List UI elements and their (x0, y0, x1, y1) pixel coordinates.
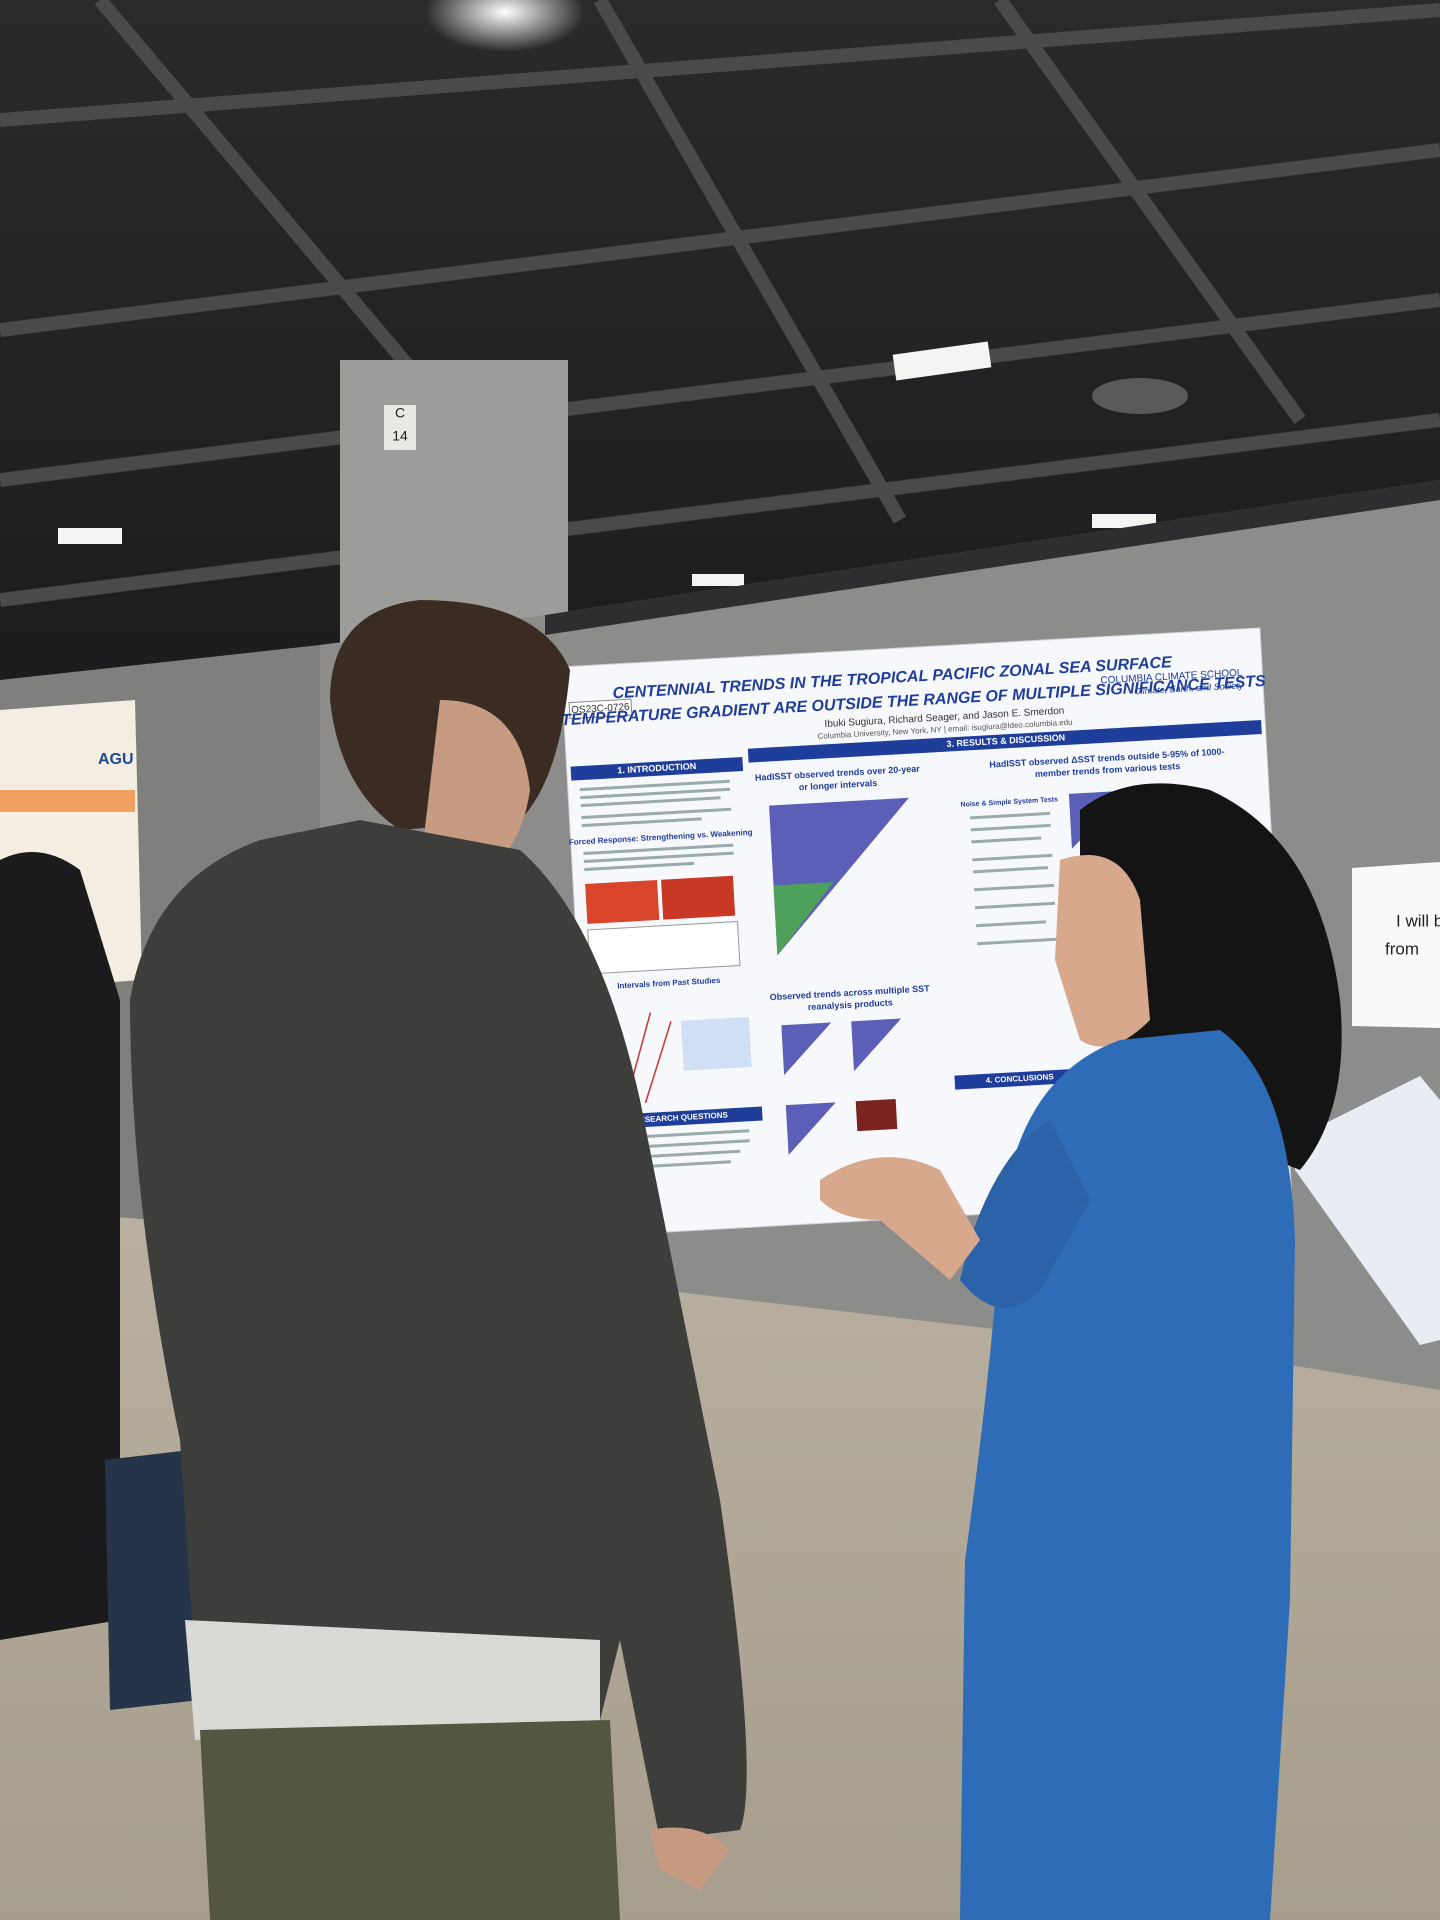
side-poster (1292, 1076, 1440, 1345)
ceiling-light (1092, 514, 1156, 528)
figure-heading: or longer intervals (799, 778, 878, 792)
poster-code-box (568, 698, 633, 720)
section-heading: 4. CONCLUSIONS (985, 1072, 1054, 1085)
vent (1092, 378, 1188, 414)
woman-arm (960, 1120, 1090, 1308)
intro-text (579, 779, 732, 828)
man-jacket (130, 820, 747, 1840)
section-bar (954, 1068, 1086, 1090)
section-bar (747, 720, 1262, 763)
woman-hand (820, 1157, 980, 1280)
ceiling-light (692, 574, 744, 586)
man-shirt (185, 1620, 600, 1740)
man-pants (200, 1720, 620, 1920)
sign-text: I will b (1396, 911, 1440, 930)
trend-heatmap-green (773, 882, 834, 956)
reanalysis-heatmap (785, 1102, 836, 1156)
pillar-sign (384, 405, 416, 450)
note-box (680, 1017, 752, 1071)
sst-map (661, 875, 736, 920)
sign-text: from (1385, 939, 1419, 958)
sst-map (585, 879, 660, 924)
wall-top-rail (545, 480, 1440, 635)
ceiling-light (425, 0, 585, 52)
comparison-table (587, 921, 741, 975)
left-poster-band (0, 790, 135, 812)
ceiling-beams (0, 0, 1440, 607)
reanalysis-heatmap (781, 1022, 832, 1076)
ceiling-light (892, 341, 992, 381)
woman-face (1055, 855, 1150, 1047)
noise-text (969, 811, 1058, 946)
man-hand (650, 1827, 730, 1890)
ceiling-light (58, 528, 122, 544)
section-heading: 1. INTRODUCTION (617, 761, 696, 775)
background-person (0, 852, 120, 1640)
woman-hair (1080, 783, 1342, 1170)
backpack (105, 1450, 200, 1710)
reanalysis-heatmap (851, 1018, 902, 1072)
pillar-number: 14 (392, 428, 408, 444)
reanalysis-heatmap (855, 1098, 898, 1132)
pillar-letter: C (395, 405, 405, 421)
left-poster-logo: AGU (98, 751, 134, 768)
man-face (420, 700, 530, 880)
figure-heading: reanalysis products (808, 997, 893, 1012)
sign (1352, 862, 1440, 1028)
forced-text (583, 843, 734, 872)
poster-code: OS23C-0726 (571, 702, 630, 716)
section-bar (570, 757, 744, 781)
